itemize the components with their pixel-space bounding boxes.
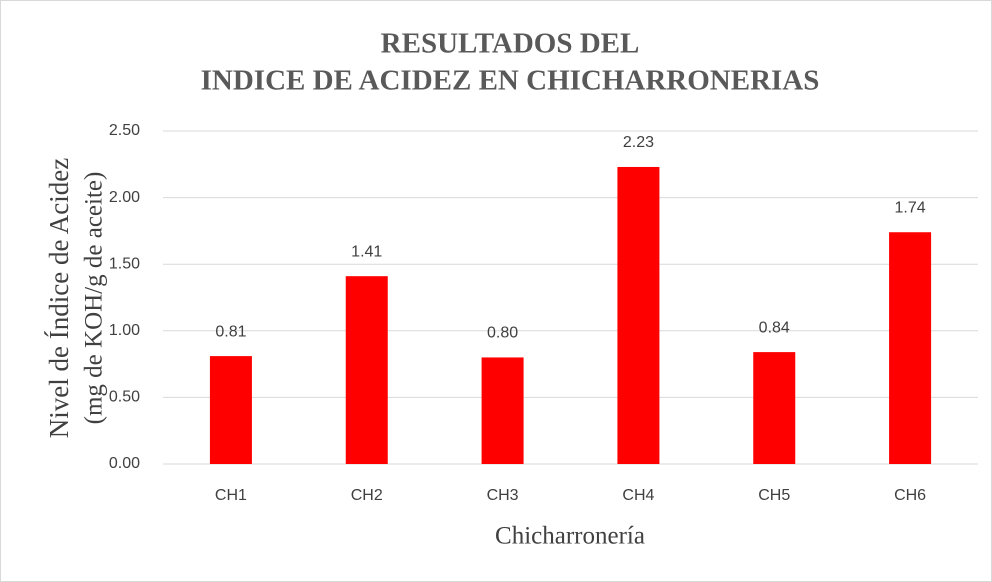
y-axis-label: (mg de KOH/g de aceite): [81, 172, 108, 425]
data-label: 2.23: [623, 134, 654, 151]
bar: [617, 166, 660, 465]
data-label: 0.81: [215, 323, 246, 340]
x-tick-label: CH3: [487, 487, 519, 504]
y-tick-label: 2.50: [109, 122, 140, 139]
y-axis-label: Nivel de Índice de Acidez: [44, 158, 74, 438]
chart-title: INDICE DE ACIDEZ EN CHICHARRONERIAS: [201, 65, 820, 97]
data-label: 1.74: [895, 199, 926, 216]
bar: [481, 357, 524, 464]
x-tick-label: CH1: [215, 487, 247, 504]
data-label: 0.84: [759, 319, 790, 336]
bar: [209, 356, 252, 464]
chart-title: RESULTADOS DEL: [381, 28, 640, 60]
y-tick-label: 1.00: [109, 322, 140, 339]
y-tick-label: 2.00: [109, 189, 140, 206]
x-tick-label: CH2: [351, 487, 383, 504]
x-axis-label: Chicharronería: [495, 523, 645, 550]
data-label: 1.41: [351, 243, 382, 260]
y-tick-label: 0.00: [109, 455, 140, 472]
y-tick-label: 1.50: [109, 255, 140, 272]
bar: [345, 276, 388, 464]
x-tick-label: CH5: [758, 487, 790, 504]
bar: [753, 352, 796, 464]
x-tick-label: CH4: [622, 487, 654, 504]
y-tick-label: 0.50: [109, 389, 140, 406]
x-tick-label: CH6: [894, 487, 926, 504]
bar: [889, 232, 932, 464]
data-label: 0.80: [487, 325, 518, 342]
